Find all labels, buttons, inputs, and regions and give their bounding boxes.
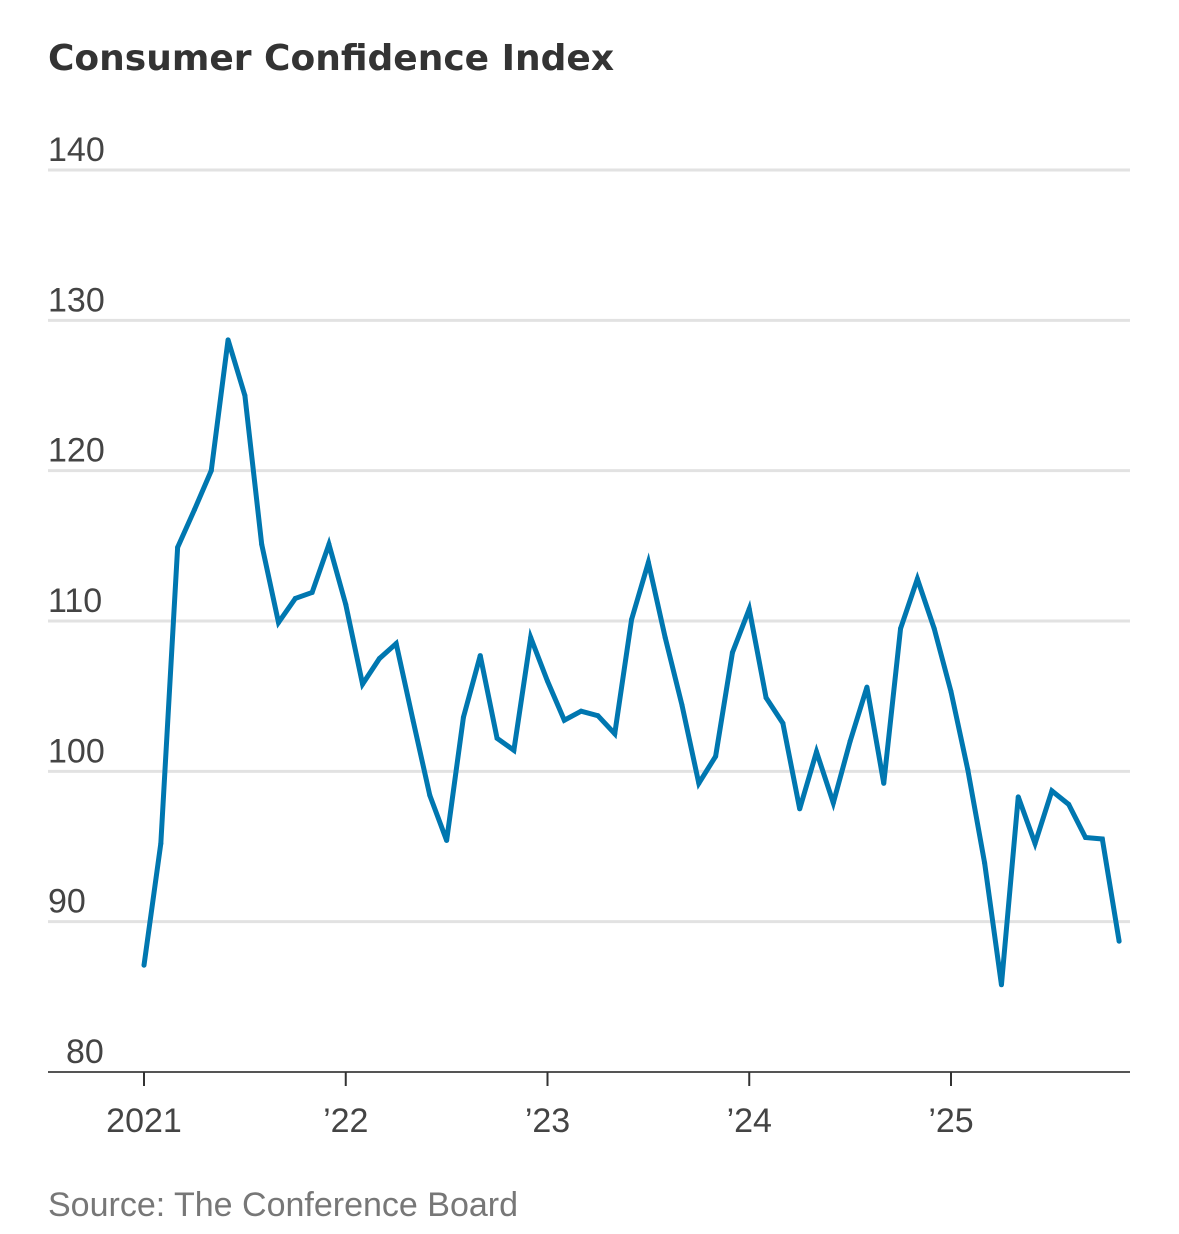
data-point: [830, 800, 836, 806]
data-point: [898, 626, 904, 632]
y-tick-label: 100: [48, 732, 105, 770]
data-point: [612, 731, 618, 737]
data-point: [982, 860, 988, 866]
data-point: [1032, 840, 1038, 846]
data-point: [494, 735, 500, 741]
chart-title: Consumer Confidence Index: [48, 38, 614, 79]
data-point: [477, 653, 483, 659]
x-tick-label: ’25: [928, 1102, 973, 1140]
y-tick-label: 130: [48, 281, 105, 319]
data-point: [376, 656, 382, 662]
data-point: [511, 747, 517, 753]
data-point: [175, 544, 181, 550]
data-point: [309, 589, 315, 595]
data-point: [360, 681, 366, 687]
data-point: [292, 595, 298, 601]
data-point: [141, 962, 147, 968]
data-point: [679, 702, 685, 708]
data-point: [393, 641, 399, 647]
data-point: [343, 601, 349, 607]
data-point: [914, 576, 920, 582]
data-point: [242, 393, 248, 398]
y-tick-label: 110: [48, 582, 102, 620]
data-point: [276, 620, 281, 626]
data-point: [881, 780, 887, 786]
data-point: [578, 708, 584, 714]
data-point: [746, 606, 752, 612]
data-point: [528, 635, 534, 641]
x-tick-label: ’23: [525, 1102, 570, 1140]
y-tick-label: 90: [48, 883, 86, 921]
data-point: [460, 714, 466, 720]
data-point: [797, 806, 803, 812]
data-point: [780, 720, 786, 726]
data-point: [965, 767, 971, 773]
data-point: [864, 684, 870, 690]
data-point: [763, 695, 769, 701]
data-point: [1099, 836, 1105, 842]
y-tick-label: 140: [48, 131, 105, 169]
data-point: [595, 713, 601, 719]
data-point: [1116, 938, 1122, 944]
data-point: [427, 792, 433, 798]
data-point: [259, 541, 265, 547]
data-point: [814, 749, 819, 755]
data-point: [713, 753, 719, 759]
data-point: [948, 689, 954, 695]
data-point: [1049, 788, 1055, 794]
data-point: [1066, 801, 1072, 807]
data-point: [645, 559, 651, 565]
data-point: [629, 616, 635, 622]
x-tick-label: ’22: [323, 1102, 368, 1140]
data-point: [410, 717, 416, 723]
source-note: Source: The Conference Board: [48, 1186, 518, 1224]
x-tick-label: 2021: [106, 1102, 182, 1140]
x-tick-label: ’24: [727, 1102, 772, 1140]
data-point: [191, 507, 197, 513]
data-point: [1083, 834, 1088, 840]
data-point: [545, 678, 550, 684]
data-point: [444, 837, 450, 843]
data-point: [847, 738, 853, 744]
data-point: [158, 840, 164, 846]
data-point: [931, 626, 937, 632]
series-line: [141, 339, 1122, 986]
data-point: [662, 635, 668, 641]
data-point: [1015, 794, 1021, 800]
data-point: [696, 780, 702, 786]
y-tick-label: 80: [66, 1033, 104, 1071]
data-point: [225, 337, 231, 343]
data-point: [326, 541, 332, 547]
data-point: [561, 717, 567, 723]
y-tick-label: 120: [48, 432, 105, 470]
data-point: [729, 650, 735, 656]
data-point: [208, 468, 214, 474]
data-point: [998, 982, 1004, 988]
